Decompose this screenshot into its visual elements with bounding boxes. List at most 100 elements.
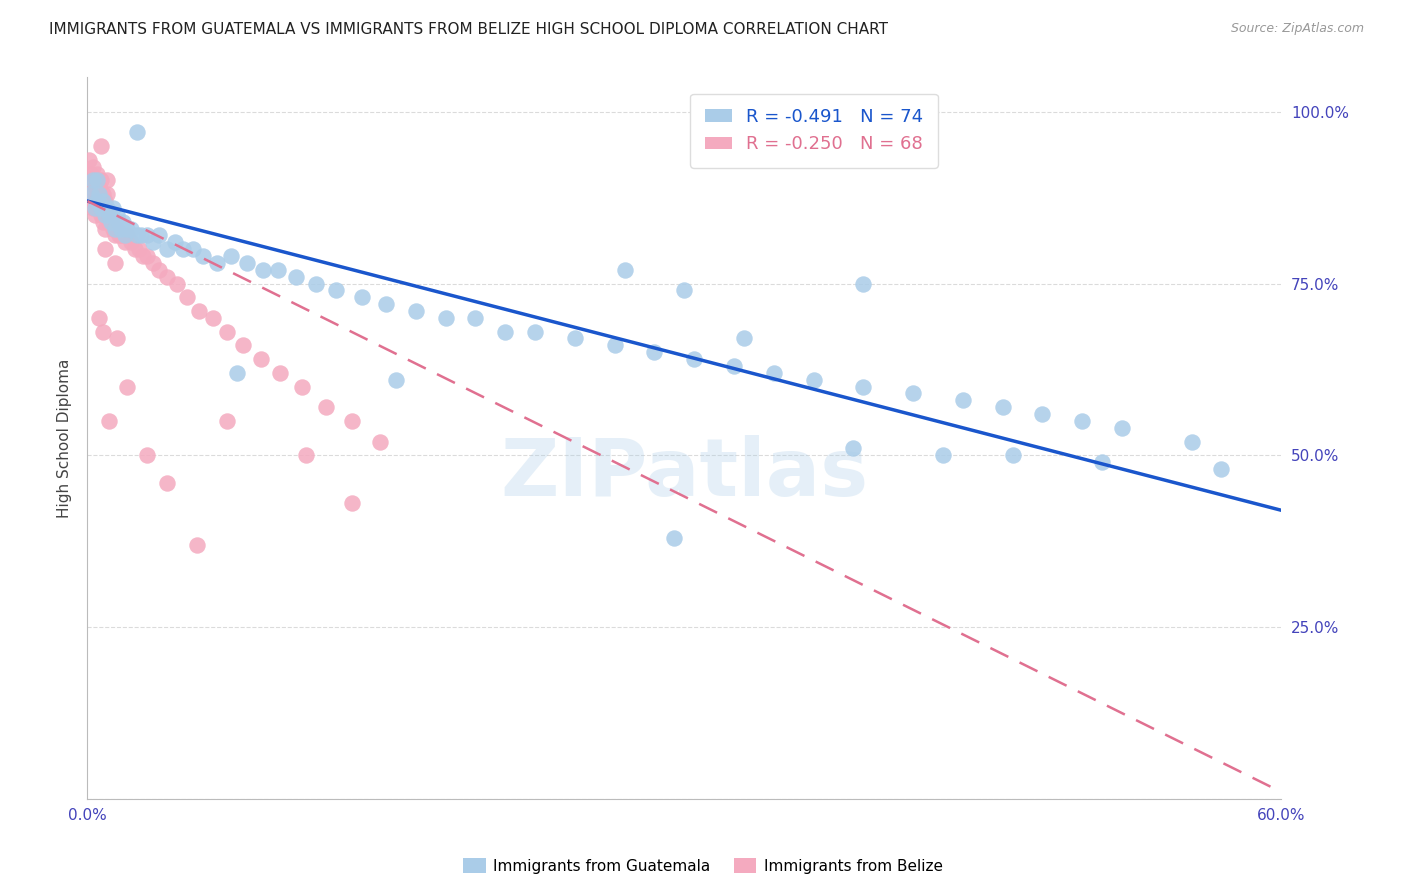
Legend: Immigrants from Guatemala, Immigrants from Belize: Immigrants from Guatemala, Immigrants fr… bbox=[457, 852, 949, 880]
Point bbox=[494, 325, 516, 339]
Point bbox=[93, 194, 115, 208]
Point bbox=[142, 235, 165, 250]
Point bbox=[1091, 455, 1114, 469]
Y-axis label: High School Diploma: High School Diploma bbox=[58, 359, 72, 517]
Point bbox=[82, 160, 104, 174]
Point bbox=[852, 277, 875, 291]
Point bbox=[80, 187, 103, 202]
Point bbox=[156, 475, 179, 490]
Point bbox=[723, 359, 745, 373]
Point bbox=[252, 262, 274, 277]
Point bbox=[901, 386, 924, 401]
Point bbox=[166, 277, 188, 291]
Point bbox=[93, 187, 115, 202]
Point bbox=[285, 269, 308, 284]
Point bbox=[842, 442, 865, 456]
Point bbox=[84, 208, 107, 222]
Point bbox=[603, 338, 626, 352]
Point bbox=[952, 393, 974, 408]
Point bbox=[86, 173, 108, 187]
Point bbox=[156, 242, 179, 256]
Point bbox=[94, 208, 117, 222]
Point bbox=[108, 228, 131, 243]
Point bbox=[215, 414, 238, 428]
Point bbox=[100, 215, 122, 229]
Text: ZIPatlas: ZIPatlas bbox=[501, 435, 869, 513]
Point bbox=[114, 228, 136, 243]
Point bbox=[315, 400, 337, 414]
Point bbox=[84, 180, 107, 194]
Point bbox=[127, 228, 149, 243]
Point bbox=[172, 242, 194, 256]
Point bbox=[932, 448, 955, 462]
Point bbox=[104, 256, 127, 270]
Point bbox=[235, 256, 257, 270]
Point bbox=[94, 221, 117, 235]
Point bbox=[733, 331, 755, 345]
Point bbox=[128, 242, 150, 256]
Point bbox=[110, 228, 132, 243]
Point bbox=[305, 277, 328, 291]
Point bbox=[374, 297, 396, 311]
Point bbox=[90, 208, 112, 222]
Point bbox=[368, 434, 391, 449]
Point bbox=[98, 414, 121, 428]
Point bbox=[852, 379, 875, 393]
Point bbox=[148, 262, 170, 277]
Point bbox=[129, 228, 152, 243]
Point bbox=[105, 208, 128, 222]
Point bbox=[90, 201, 112, 215]
Point bbox=[84, 201, 107, 215]
Point bbox=[132, 249, 155, 263]
Point bbox=[86, 194, 108, 208]
Point bbox=[93, 325, 115, 339]
Point bbox=[643, 345, 665, 359]
Point bbox=[673, 284, 696, 298]
Point bbox=[124, 242, 146, 256]
Point bbox=[225, 366, 247, 380]
Point bbox=[176, 290, 198, 304]
Point bbox=[464, 310, 486, 325]
Point bbox=[120, 235, 142, 250]
Point bbox=[269, 366, 291, 380]
Point bbox=[89, 201, 111, 215]
Point bbox=[325, 284, 347, 298]
Point bbox=[142, 256, 165, 270]
Point bbox=[683, 352, 706, 367]
Text: Source: ZipAtlas.com: Source: ZipAtlas.com bbox=[1230, 22, 1364, 36]
Point bbox=[94, 242, 117, 256]
Point bbox=[385, 373, 408, 387]
Point bbox=[136, 448, 159, 462]
Point bbox=[117, 221, 139, 235]
Point bbox=[104, 221, 127, 235]
Point bbox=[94, 194, 117, 208]
Point bbox=[89, 310, 111, 325]
Point bbox=[82, 173, 104, 187]
Point bbox=[127, 125, 149, 139]
Point bbox=[1071, 414, 1094, 428]
Point bbox=[350, 290, 373, 304]
Point bbox=[89, 180, 111, 194]
Point bbox=[340, 496, 363, 510]
Point bbox=[187, 304, 209, 318]
Point bbox=[148, 228, 170, 243]
Point bbox=[181, 242, 204, 256]
Point bbox=[803, 373, 825, 387]
Point bbox=[249, 352, 271, 367]
Point bbox=[219, 249, 242, 263]
Point bbox=[136, 228, 159, 243]
Point bbox=[215, 325, 238, 339]
Point bbox=[120, 221, 142, 235]
Point bbox=[564, 331, 586, 345]
Point bbox=[103, 221, 125, 235]
Point bbox=[1111, 421, 1133, 435]
Point bbox=[117, 379, 139, 393]
Point bbox=[82, 173, 104, 187]
Point bbox=[89, 187, 111, 202]
Point bbox=[117, 228, 139, 243]
Point bbox=[86, 201, 108, 215]
Point bbox=[434, 310, 457, 325]
Point bbox=[1211, 462, 1233, 476]
Point bbox=[86, 167, 108, 181]
Point bbox=[98, 215, 121, 229]
